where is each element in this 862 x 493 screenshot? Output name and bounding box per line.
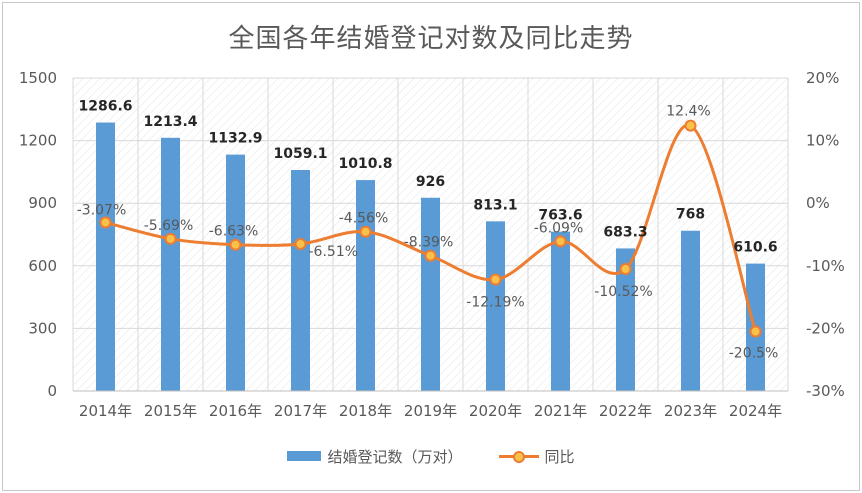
legend-item-line: 同比 (498, 446, 575, 467)
y-left-tick-label: 600 (28, 257, 57, 275)
yoy-marker (164, 232, 177, 245)
y-right-tick-label: -30% (806, 382, 845, 400)
x-tick-label: 2024年 (729, 402, 782, 420)
bar-value-label: 926 (416, 174, 445, 190)
x-tick-label: 2023年 (664, 402, 717, 420)
yoy-marker (359, 225, 372, 238)
x-tick-label: 2016年 (209, 402, 262, 420)
y-left-tick-label: 1500 (19, 69, 57, 87)
y-left-tick-label: 1200 (19, 132, 57, 150)
x-tick-label: 2021年 (534, 402, 587, 420)
legend-bar-swatch (287, 451, 322, 461)
chart-title: 全国各年结婚登记对数及同比走势 (228, 24, 634, 54)
yoy-value-label: -20.5% (729, 346, 779, 362)
y-right-tick-label: 0% (806, 194, 830, 212)
yoy-value-label: -5.69% (144, 218, 194, 234)
bar (421, 197, 440, 391)
bar-value-label: 813.1 (473, 197, 517, 213)
yoy-marker (294, 237, 307, 250)
y-right-tick-label: 10% (806, 132, 839, 150)
bar-value-label: 763.6 (538, 208, 582, 224)
bar-value-label: 768 (676, 207, 705, 223)
bar (291, 170, 310, 391)
label-layer: 1286.6 1213.4 1132.9 1059.1 1010.8 926 813.1 76… (77, 99, 779, 362)
bar (551, 231, 570, 391)
legend-line-swatch (498, 450, 539, 463)
bar (226, 154, 245, 391)
bar (681, 230, 700, 391)
x-tick-label: 2015年 (144, 402, 197, 420)
bar-value-label: 1213.4 (143, 114, 197, 130)
y-left-tick-label: 300 (28, 319, 57, 337)
axis-layer: 0 300 600 900 1200 1500 -30% -20% -10% 0% 10% 20% 20… (19, 69, 845, 420)
line-layer (99, 119, 762, 338)
yoy-marker (554, 235, 567, 248)
legend-label-line: 同比 (544, 447, 575, 466)
bar-value-label: 1059.1 (273, 146, 327, 162)
bar (616, 248, 635, 391)
y-right-tick-label: -20% (806, 319, 845, 337)
yoy-marker (229, 238, 242, 251)
yoy-value-label: -6.51% (309, 244, 359, 260)
bar-value-label: 1132.9 (208, 131, 262, 147)
x-tick-label: 2020年 (469, 402, 522, 420)
yoy-value-label: -4.56% (339, 211, 389, 227)
bar-layer (96, 122, 765, 391)
bar (486, 221, 505, 391)
yoy-marker (619, 263, 632, 276)
bar (161, 137, 180, 391)
legend-label-bars: 结婚登记数（万对） (327, 447, 463, 466)
bar-value-label: 610.6 (733, 240, 777, 256)
yoy-marker (684, 119, 697, 132)
x-tick-label: 2022年 (599, 402, 652, 420)
yoy-value-label: -8.39% (404, 235, 454, 251)
bar-value-label: 1286.6 (78, 99, 132, 115)
y-right-tick-label: -10% (806, 257, 845, 275)
yoy-value-label: -3.07% (77, 202, 127, 218)
y-right-tick-label: 20% (806, 69, 839, 87)
yoy-value-label: -6.63% (209, 224, 259, 240)
x-tick-label: 2014年 (79, 402, 132, 420)
yoy-marker (99, 216, 112, 229)
yoy-value-label: -12.19% (466, 295, 524, 311)
yoy-value-label: 12.4% (666, 104, 710, 120)
bar (96, 122, 115, 391)
x-tick-label: 2017年 (274, 402, 327, 420)
y-left-tick-label: 0 (47, 382, 57, 400)
bar-value-label: 1010.8 (338, 156, 392, 172)
yoy-marker (749, 325, 762, 338)
yoy-value-label: -10.52% (594, 284, 652, 300)
x-tick-label: 2018年 (339, 402, 392, 420)
x-tick-label: 2019年 (404, 402, 457, 420)
yoy-marker (424, 249, 437, 262)
y-left-tick-label: 900 (28, 194, 57, 212)
yoy-marker (489, 273, 502, 286)
legend: 结婚登记数（万对） 同比 (0, 444, 862, 468)
legend-item-bars: 结婚登记数（万对） (287, 446, 463, 467)
yoy-value-label: -6.09% (534, 220, 584, 236)
bar-value-label: 683.3 (603, 224, 647, 240)
